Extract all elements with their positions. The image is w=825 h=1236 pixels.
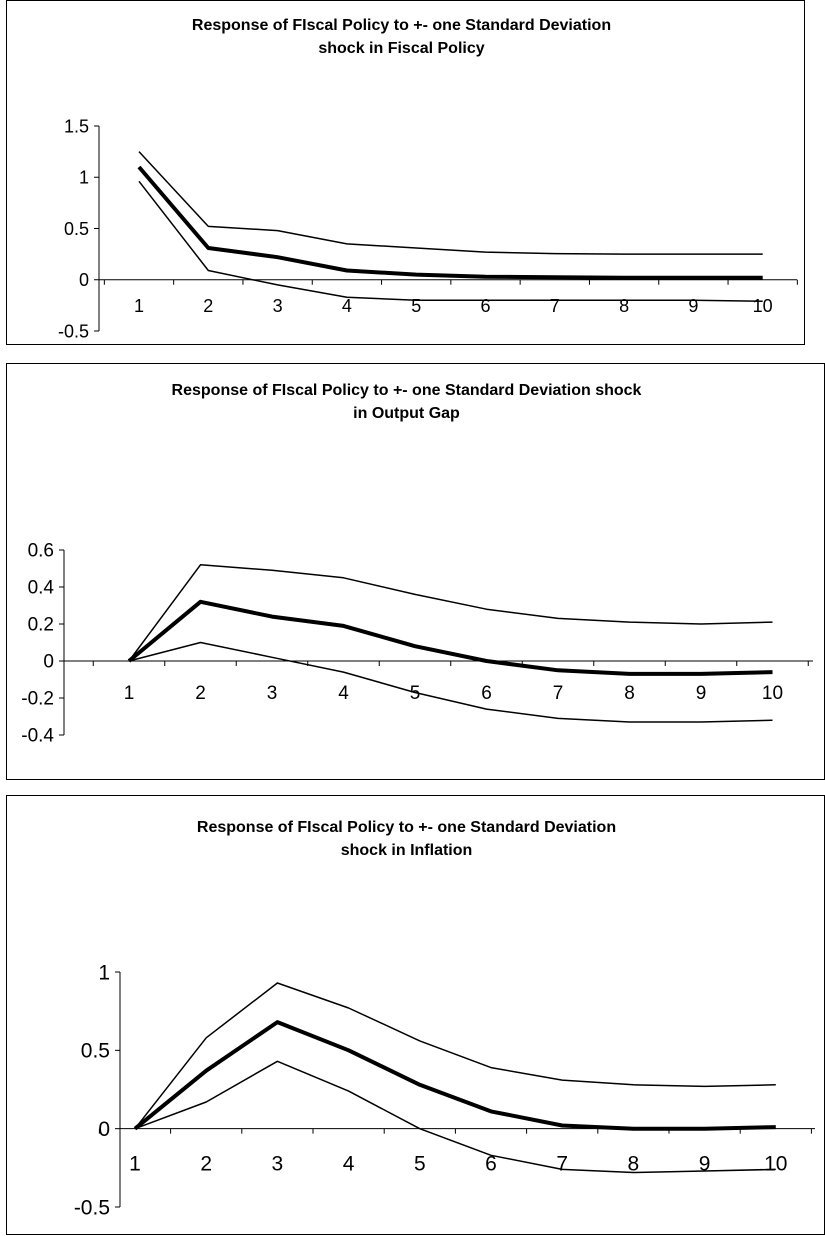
- x-tick-label: 6: [480, 296, 490, 316]
- x-tick-label: 4: [343, 1153, 355, 1176]
- y-tick-label: 1: [98, 961, 110, 984]
- line-chart: 1.5 1 0.5 0 -0.5 1 2 3 4 5 6 7 8 9 10: [58, 116, 798, 341]
- x-tick-label: 6: [481, 683, 492, 704]
- x-tick-label: 9: [699, 1153, 711, 1176]
- x-tick-label: 5: [411, 296, 421, 316]
- y-tick-label: 0.4: [28, 578, 55, 599]
- y-tick-label: -0.4: [21, 726, 54, 747]
- response-line: [133, 1020, 776, 1131]
- x-tick-label: 3: [273, 296, 283, 316]
- lower-band-line: [134, 1060, 776, 1174]
- x-tick-label: 9: [688, 296, 698, 316]
- x-tick-label: 8: [619, 296, 629, 316]
- x-tick-label: 1: [134, 296, 144, 316]
- x-tick-label: 4: [338, 683, 349, 704]
- chart-title: Response of FIscal Policy to +- one Stan…: [191, 17, 612, 57]
- x-tick-label: 1: [129, 1153, 141, 1176]
- x-tick-label: 5: [410, 683, 421, 704]
- y-tick-label: -0.5: [58, 321, 89, 341]
- chart-title: Response of FIscal Policy to +- one Stan…: [196, 819, 617, 859]
- chart-panel-inflation-shock: Response of FIscal Policy to +- one Stan…: [6, 795, 825, 1235]
- x-tick-label: 10: [764, 1153, 787, 1176]
- x-tick-label: 8: [624, 683, 635, 704]
- x-tick-label: 2: [200, 1153, 212, 1176]
- x-tick-label: 7: [553, 683, 564, 704]
- x-tick-label: 9: [696, 683, 707, 704]
- x-tick-label: 10: [762, 683, 783, 704]
- lower-band-line: [128, 641, 773, 723]
- upper-band-line: [128, 564, 773, 662]
- x-tick-label: 6: [485, 1153, 497, 1176]
- y-tick-label: 1: [79, 168, 89, 188]
- x-tick-label: 7: [556, 1153, 568, 1176]
- x-tick-label: 1: [124, 683, 135, 704]
- response-line: [127, 599, 773, 676]
- x-tick-label: 10: [753, 296, 773, 316]
- y-tick-label: -0.5: [74, 1196, 110, 1219]
- x-tick-label: 8: [628, 1153, 640, 1176]
- response-line: [137, 165, 763, 280]
- y-tick-label: 0: [98, 1118, 110, 1141]
- x-tick-label: 7: [550, 296, 560, 316]
- x-tick-label: 3: [267, 683, 278, 704]
- x-tick-label: 5: [414, 1153, 426, 1176]
- y-tick-label: 0: [43, 652, 54, 673]
- x-tick-label: 2: [203, 296, 213, 316]
- chart-title: Response of FIscal Policy to +- one Stan…: [171, 382, 642, 422]
- lower-band-line: [138, 180, 763, 303]
- y-tick-label: 0: [79, 270, 89, 290]
- upper-band-line: [134, 982, 776, 1130]
- line-chart: 1 0.5 0 -0.5 1 2 3 4 5 6 7 8 9 10: [74, 961, 815, 1219]
- x-tick-label: 4: [342, 296, 352, 316]
- y-tick-label: 0.6: [28, 541, 54, 562]
- chart-panel-output-gap-shock: Response of FIscal Policy to +- one Stan…: [6, 363, 825, 780]
- upper-band-line: [138, 151, 763, 255]
- y-tick-label: 0.2: [28, 615, 54, 636]
- x-tick-label: 3: [272, 1153, 284, 1176]
- y-tick-label: 1.5: [64, 116, 89, 136]
- x-tick-label: 2: [195, 683, 206, 704]
- y-tick-label: 0.5: [64, 219, 89, 239]
- y-tick-label: -0.2: [21, 689, 54, 710]
- y-tick-label: 0.5: [81, 1040, 110, 1063]
- line-chart: 0.6 0.4 0.2 0 -0.2 -0.4 1 2 3 4 5 6 7 8 9 10: [21, 541, 813, 747]
- chart-panel-fiscal-policy-shock: Response of FIscal Policy to +- one Stan…: [6, 0, 805, 345]
